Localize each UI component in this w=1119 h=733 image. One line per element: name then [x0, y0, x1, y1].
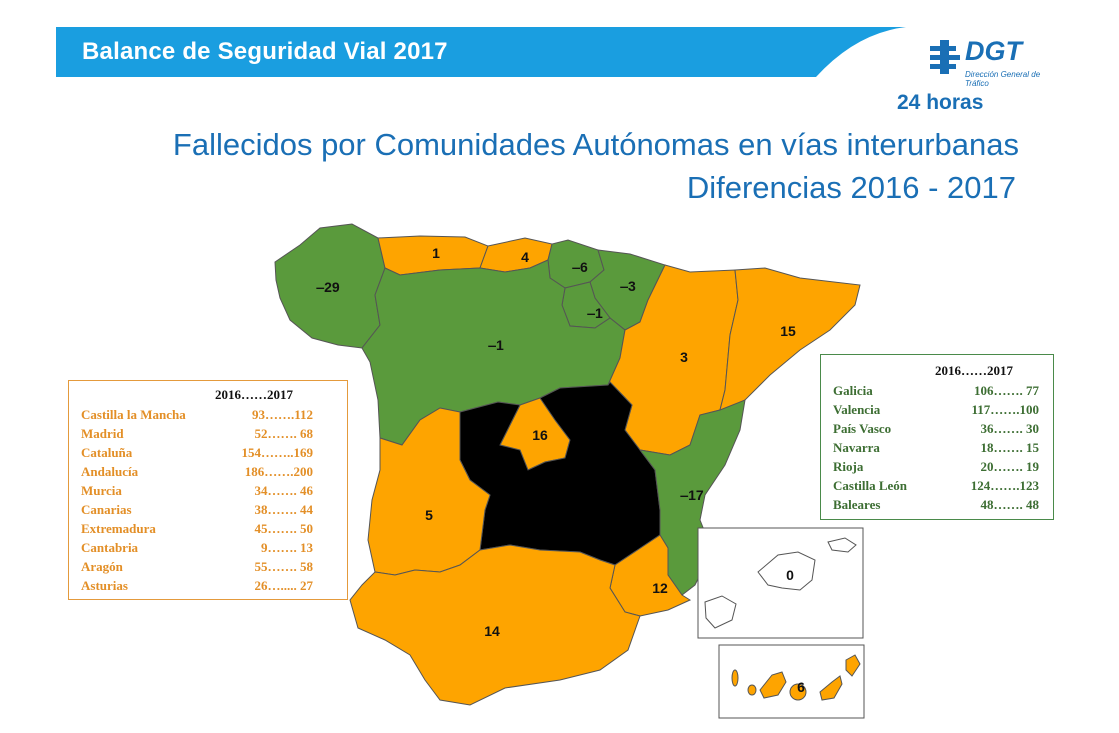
- region-label-andalucia: 14: [484, 623, 500, 639]
- legend-region-name: Castilla la Mancha: [81, 407, 186, 422]
- region-label-madrid: 16: [532, 427, 548, 443]
- legend-row: País Vasco 36……. 30: [833, 419, 1039, 438]
- legend-row: Castilla la Mancha 93…….112: [81, 405, 313, 424]
- region-andalucia: [349, 544, 641, 706]
- banner-title: Balance de Seguridad Vial 2017: [82, 38, 448, 65]
- legend-region-values: 20……. 19: [980, 459, 1040, 474]
- legend-region-values: 45……. 50: [254, 521, 314, 536]
- legend-region-name: Valencia: [833, 402, 881, 417]
- legend-region-name: Aragón: [81, 559, 123, 574]
- region-label-rioja: ‒1: [586, 305, 603, 321]
- legend-region-values: 18……. 15: [980, 440, 1040, 455]
- legend-region-values: 26…..... 27: [254, 578, 314, 593]
- legend-region-values: 36……. 30: [980, 421, 1040, 436]
- hours-label: 24 horas: [897, 91, 984, 114]
- baleares-islands: [704, 537, 857, 629]
- main-title: Fallecidos por Comunidades Autónomas en …: [172, 127, 1019, 162]
- legend-region-values: 34……. 46: [254, 483, 314, 498]
- legend-row: Murcia 34……. 46: [81, 481, 313, 500]
- region-castilla-mancha: [459, 381, 661, 566]
- legend-row: Valencia 117…….100: [833, 400, 1039, 419]
- region-label-extremadura: 5: [425, 507, 433, 523]
- legend-region-values: 52……. 68: [254, 426, 314, 441]
- legend-row: Navarra 18……. 15: [833, 438, 1039, 457]
- legend-region-values: 55……. 58: [254, 559, 314, 574]
- legend-region-name: Cantabria: [81, 540, 139, 555]
- legend-row: Aragón 55……. 58: [81, 557, 313, 576]
- legend-increases: 2016……2017 Castilla la Mancha 93…….112 Ma…: [68, 380, 348, 600]
- region-label-navarra: ‒3: [619, 278, 636, 294]
- region-label-cataluna: 15: [780, 323, 796, 339]
- region-label-murcia: 12: [652, 580, 668, 596]
- region-label-castilla-leon: ‒1: [487, 337, 504, 353]
- legend-region-name: Galicia: [833, 383, 873, 398]
- legend-region-name: Murcia: [81, 483, 122, 498]
- region-label-asturias: 1: [432, 245, 440, 261]
- dgt-logo-icon: [930, 40, 960, 74]
- region-label-cantabria: 4: [521, 249, 529, 265]
- legend-region-name: Madrid: [81, 426, 124, 441]
- region-label-canarias: 6: [797, 679, 805, 695]
- legend-row: Castilla León 124…….123: [833, 476, 1039, 495]
- legend-region-values: 117…….100: [971, 402, 1039, 417]
- header-banner: [56, 27, 906, 77]
- legend-region-name: País Vasco: [833, 421, 892, 436]
- legend-row: Madrid 52……. 68: [81, 424, 313, 443]
- logo-text: DGT: [965, 36, 1022, 66]
- legend-region-values: 9……. 13: [261, 540, 313, 555]
- canarias-islands: [731, 654, 861, 701]
- legend-region-values: 93…….112: [251, 407, 313, 422]
- legend-region-values: 186…….200: [244, 464, 313, 479]
- legend-left-header: 2016……2017: [215, 387, 293, 402]
- logo-subtitle: Dirección General de Tráfico: [965, 70, 1041, 88]
- legend-decreases: 2016……2017 Galicia 106……. 77 Valencia 117……: [820, 354, 1054, 520]
- legend-region-name: Baleares: [833, 497, 881, 512]
- legend-region-values: 38……. 44: [254, 502, 314, 517]
- legend-region-name: Castilla León: [833, 478, 908, 493]
- legend-region-name: Rioja: [833, 459, 864, 474]
- legend-row: Asturias 26…..... 27: [81, 576, 313, 595]
- legend-region-name: Andalucía: [81, 464, 139, 479]
- legend-row: Extremadura 45……. 50: [81, 519, 313, 538]
- legend-region-name: Navarra: [833, 440, 880, 455]
- legend-region-values: 154……..169: [241, 445, 314, 460]
- legend-right-header: 2016……2017: [935, 363, 1013, 378]
- legend-row: Andalucía 186…….200: [81, 462, 313, 481]
- region-label-galicia: ‒29: [315, 279, 340, 295]
- region-label-aragon: 3: [680, 349, 688, 365]
- legend-region-values: 48……. 48: [980, 497, 1040, 512]
- legend-row: Baleares 48……. 48: [833, 495, 1039, 514]
- region-label-valencia: ‒17: [679, 487, 704, 503]
- legend-region-values: 106……. 77: [974, 383, 1039, 398]
- legend-region-name: Asturias: [81, 578, 128, 593]
- canarias-inset: [718, 644, 865, 719]
- legend-row: Galicia 106……. 77: [833, 381, 1039, 400]
- legend-row: Cantabria 9……. 13: [81, 538, 313, 557]
- legend-region-name: Extremadura: [81, 521, 156, 536]
- legend-row: Cataluña 154……..169: [81, 443, 313, 462]
- legend-row: Rioja 20……. 19: [833, 457, 1039, 476]
- legend-region-name: Cataluña: [81, 445, 133, 460]
- region-label-pais-vasco: ‒6: [571, 259, 588, 275]
- legend-region-values: 124…….123: [970, 478, 1039, 493]
- legend-region-name: Canarias: [81, 502, 132, 517]
- region-label-baleares: 0: [786, 567, 794, 583]
- sub-title: Diferencias 2016 - 2017: [686, 170, 1016, 205]
- legend-row: Canarias 38……. 44: [81, 500, 313, 519]
- region-cataluna: [719, 267, 861, 411]
